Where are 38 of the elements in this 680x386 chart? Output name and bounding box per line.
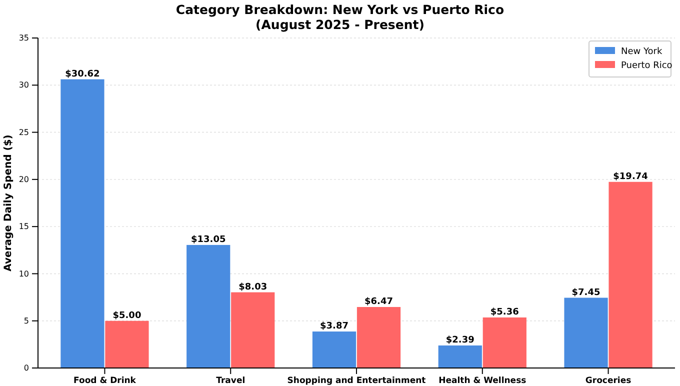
chart-subtitle: (August 2025 - Present) <box>256 17 424 32</box>
y-tick-label: 20 <box>18 174 29 184</box>
data-label: $6.47 <box>364 296 393 307</box>
y-tick-label: 0 <box>24 364 29 373</box>
data-label: $5.36 <box>490 307 519 318</box>
y-tick-label: 10 <box>18 269 29 278</box>
data-label: $19.74 <box>613 172 648 182</box>
y-axis-title: Average Daily Spend ($) <box>3 134 14 272</box>
bar <box>608 182 652 368</box>
bar <box>438 345 482 368</box>
y-tick-label: 25 <box>18 128 29 137</box>
x-tick-label: Shopping and Entertainment <box>287 376 426 386</box>
bar <box>186 244 230 368</box>
x-tick-label: Health & Wellness <box>438 376 526 386</box>
x-tick-label: Travel <box>216 376 246 386</box>
data-label: $5.00 <box>112 310 142 321</box>
bar <box>482 317 526 368</box>
x-tick-label: Food & Drink <box>74 376 136 386</box>
legend-label: Puerto Rico <box>621 61 673 71</box>
bar <box>60 79 104 368</box>
data-label: $2.39 <box>446 335 474 346</box>
y-tick-label: 5 <box>24 316 29 326</box>
legend-label: New York <box>621 47 663 57</box>
chart-title: Category Breakdown: New York vs Puerto Rico <box>176 2 504 17</box>
data-label: $30.62 <box>65 69 100 80</box>
x-tick-label: Groceries <box>585 376 632 386</box>
bar <box>564 298 608 368</box>
y-tick-label: 35 <box>18 34 29 43</box>
bar <box>231 292 275 368</box>
data-label: $13.05 <box>190 234 226 245</box>
data-label: $3.87 <box>320 322 348 332</box>
bar <box>312 332 356 368</box>
bar <box>105 320 149 368</box>
bar <box>356 306 401 368</box>
y-tick-label: 30 <box>18 80 29 90</box>
y-tick-label: 15 <box>18 222 29 232</box>
data-label: $8.03 <box>238 282 268 292</box>
data-label: $7.45 <box>572 288 600 298</box>
